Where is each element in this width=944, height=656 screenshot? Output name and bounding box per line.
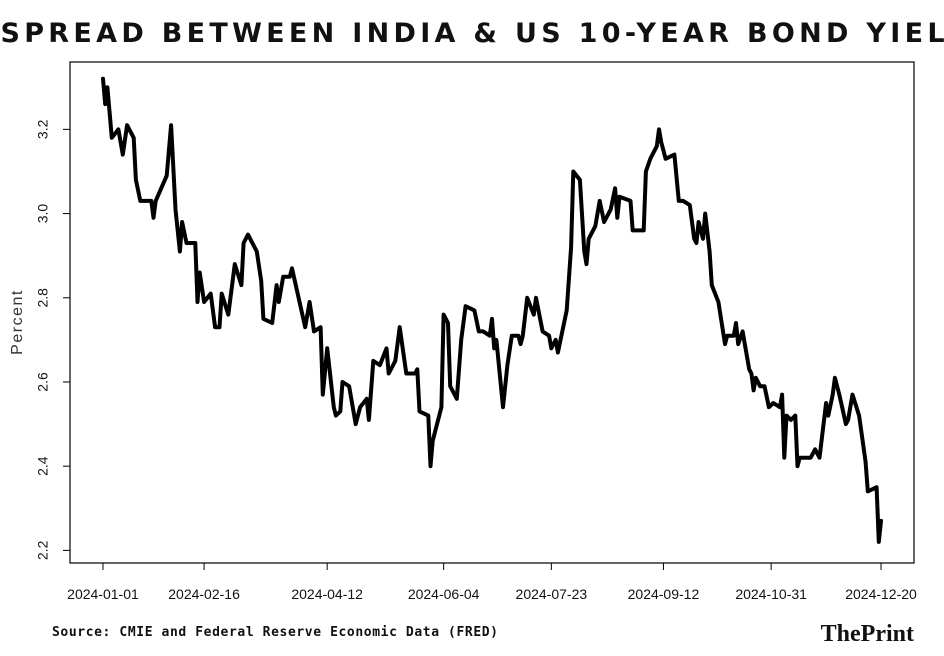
source-note: Source: CMIE and Federal Reserve Economi… — [52, 625, 499, 640]
x-tick-label: 2024-06-04 — [408, 586, 480, 602]
y-tick-label: 2.8 — [35, 288, 51, 308]
y-axis-label: Percent — [9, 289, 26, 355]
plot-frame — [69, 61, 915, 564]
data-line — [101, 76, 883, 544]
y-tick-label: 3.2 — [35, 119, 51, 139]
x-tick-label: 2024-09-12 — [628, 586, 700, 602]
brand-logo: ThePrint — [821, 621, 914, 647]
x-tick-label: 2024-01-01 — [67, 586, 139, 602]
y-tick-label: 3.0 — [35, 204, 51, 224]
y-tick-label: 2.6 — [35, 372, 51, 392]
y-tick-label: 2.2 — [35, 540, 51, 560]
x-tick-label: 2024-04-12 — [291, 586, 363, 602]
x-tick-label: 2024-02-16 — [168, 586, 240, 602]
y-tick-label: 2.4 — [35, 456, 51, 476]
x-tick-label: 2024-07-23 — [516, 586, 588, 602]
x-tick-label: 2024-12-20 — [845, 586, 917, 602]
x-tick-label: 2024-10-31 — [735, 586, 807, 602]
chart-title: SPREAD BETWEEN INDIA & US 10-YEAR BOND Y… — [0, 18, 944, 49]
